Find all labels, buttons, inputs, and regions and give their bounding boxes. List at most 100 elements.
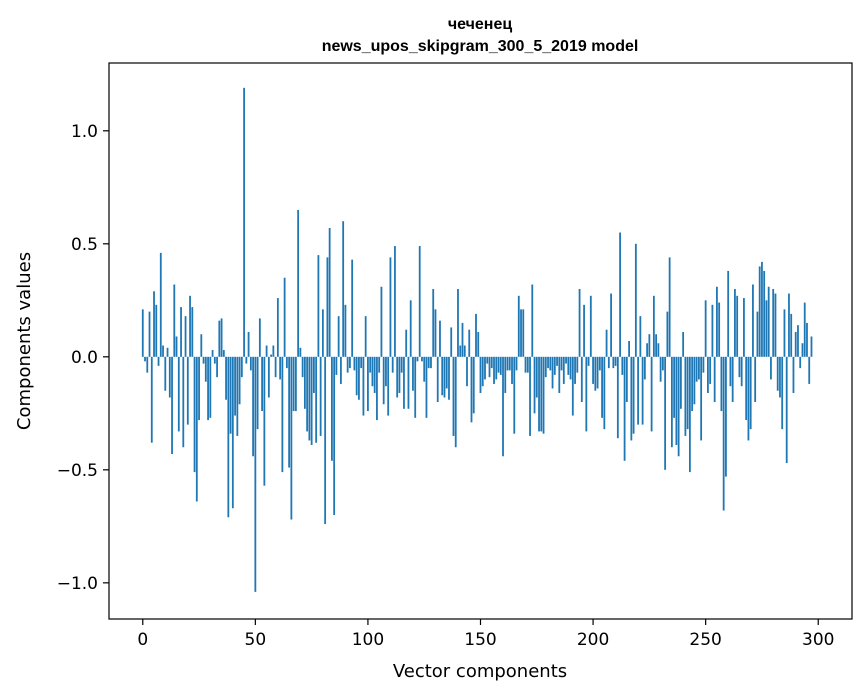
bar [427,356,430,369]
bar [204,356,207,382]
bar [340,356,342,384]
y-axis-ticks: −1.0 −0.5 0.0 0.5 1.0 [57,122,109,594]
bar [141,309,144,357]
bar [245,356,248,364]
bar [358,356,360,400]
bar [675,356,678,445]
bar [571,356,574,416]
bar [346,356,349,373]
bar [740,356,743,387]
bar [168,356,171,398]
bar [513,356,516,434]
bar [263,356,266,486]
bar [616,356,619,439]
bar [598,356,601,371]
bar [707,356,709,393]
bar [276,298,279,357]
bar [258,318,261,357]
bar [542,356,545,434]
bar [734,289,736,357]
bar [396,356,399,398]
bar [207,356,209,421]
bar [569,356,572,380]
bar [515,356,518,371]
bar [274,356,277,378]
bar [749,356,752,430]
bar [249,356,252,371]
bar [391,356,394,373]
x-axis-label: Vector components [393,661,567,682]
bar [531,284,534,357]
bar [601,356,603,418]
bars-group [141,87,813,592]
bar [738,356,741,378]
bar [637,356,640,425]
bar [461,322,464,357]
bar [511,356,513,384]
bar [157,356,160,366]
bar [479,356,482,393]
bar [412,356,414,391]
bar [646,343,649,357]
bar [430,356,432,369]
y-tick-label: −0.5 [57,461,98,481]
bar [765,300,768,357]
bar [743,298,745,357]
bar [403,356,405,409]
bar [472,356,475,414]
bar [292,356,295,412]
bar [362,356,365,416]
bar [508,356,511,371]
bar [344,304,347,357]
bar [562,356,565,384]
bar [700,356,703,441]
bar [558,356,561,393]
x-tick-label: 300 [802,630,834,650]
bar [448,356,450,400]
bar [477,331,480,357]
bar [267,356,270,398]
bar [342,221,345,357]
bar [607,356,610,369]
bar [270,354,273,357]
bar [506,356,509,371]
bar [587,356,590,366]
bar [452,356,455,436]
bar [499,356,502,375]
bar [227,356,230,518]
bar [252,356,254,457]
bar [686,356,689,430]
bar [594,356,597,391]
bar [621,356,624,375]
bar [745,356,748,421]
bar [632,356,635,434]
bar [459,345,462,357]
bar [565,356,567,364]
bar [792,356,795,393]
bar [394,246,396,357]
bar [319,356,322,436]
bar [605,329,608,357]
bar [303,356,306,409]
bar [781,356,784,430]
bar [756,311,759,357]
bar [195,356,198,502]
bar [729,356,732,387]
x-tick-label: 200 [577,630,609,650]
bar [720,356,723,412]
bar [290,356,293,520]
bar [148,311,151,357]
bar [416,356,419,362]
bar [164,356,167,391]
bar [504,356,507,393]
bar [702,356,705,373]
bar [191,307,194,357]
bar [373,356,376,393]
bar [713,356,716,403]
bar [727,270,730,357]
bar [175,336,178,357]
bar [652,295,655,357]
bar [623,356,626,461]
bar [155,304,158,357]
bar [146,356,149,373]
